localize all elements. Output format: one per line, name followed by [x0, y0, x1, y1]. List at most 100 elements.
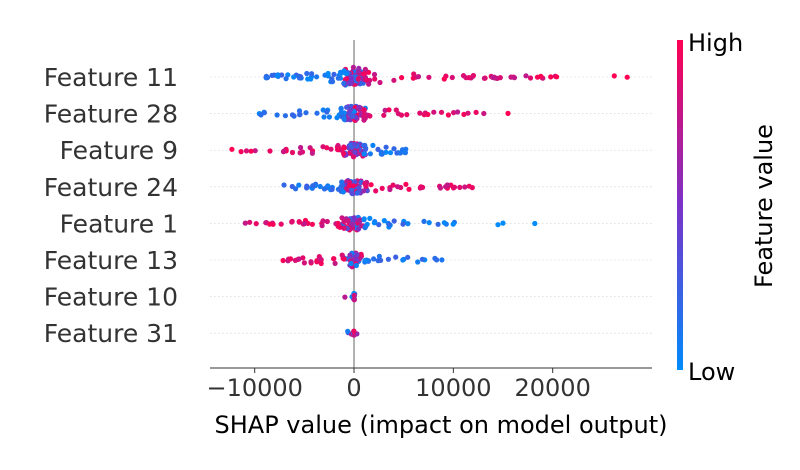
data-point — [344, 104, 350, 110]
x-ticks: −10000 0 10000 20000 — [206, 368, 591, 402]
data-point — [338, 110, 344, 116]
data-point — [351, 332, 357, 338]
data-point — [342, 294, 348, 300]
data-point — [426, 220, 432, 226]
feature-label: Feature 31 — [44, 319, 178, 348]
data-point — [348, 142, 354, 148]
data-point — [382, 107, 388, 113]
data-point — [304, 185, 310, 191]
data-point — [304, 70, 310, 77]
data-point — [309, 150, 315, 156]
data-point — [361, 112, 367, 118]
data-point — [469, 185, 475, 191]
data-point — [350, 64, 356, 70]
data-point — [381, 218, 387, 224]
data-point — [331, 71, 337, 77]
data-point — [481, 110, 487, 117]
data-point — [451, 184, 458, 190]
data-point — [320, 144, 326, 150]
data-point — [395, 184, 401, 190]
data-point — [283, 76, 289, 82]
data-point — [364, 77, 370, 83]
data-point — [325, 183, 331, 189]
data-point — [399, 75, 405, 81]
data-point — [345, 328, 351, 334]
data-point — [296, 219, 302, 225]
data-point — [362, 66, 368, 72]
data-point — [324, 109, 330, 115]
data-point — [296, 256, 302, 262]
data-point — [347, 252, 353, 258]
colorbar-low-label: Low — [688, 358, 735, 386]
data-point — [296, 75, 302, 81]
data-point — [351, 328, 357, 334]
data-point — [470, 72, 476, 79]
data-point — [361, 216, 367, 222]
colorbar-high-label: High — [688, 29, 743, 57]
data-point — [243, 148, 250, 154]
data-point — [299, 149, 306, 155]
data-point — [270, 221, 276, 227]
data-point — [490, 74, 496, 80]
x-tick-label: 20000 — [514, 374, 590, 402]
x-tick-label: 0 — [346, 374, 361, 402]
data-point — [354, 252, 360, 258]
data-point — [297, 112, 303, 118]
data-point — [289, 219, 295, 225]
data-point — [341, 225, 347, 231]
data-point — [350, 154, 357, 160]
data-point — [386, 221, 392, 227]
data-point — [473, 109, 479, 115]
data-point — [391, 77, 397, 83]
data-point — [341, 145, 347, 151]
data-point — [410, 75, 416, 81]
data-point — [362, 146, 369, 152]
data-point — [356, 217, 362, 223]
data-point — [329, 186, 335, 192]
data-point — [320, 218, 326, 224]
data-point — [289, 149, 296, 156]
data-point — [296, 182, 302, 188]
feature-label: Feature 9 — [60, 136, 178, 165]
data-point — [253, 221, 259, 227]
data-point — [291, 74, 297, 80]
data-point — [348, 260, 354, 267]
data-point — [247, 219, 253, 225]
data-point — [548, 74, 554, 80]
data-point — [381, 112, 387, 118]
data-point — [624, 74, 630, 80]
data-point — [383, 144, 389, 150]
data-point — [348, 107, 354, 113]
data-point — [465, 110, 471, 116]
data-point — [337, 69, 344, 75]
data-point — [406, 186, 412, 192]
data-point — [404, 112, 410, 118]
data-point — [318, 260, 324, 267]
data-point — [364, 188, 370, 194]
data-point — [248, 148, 254, 154]
data-point — [349, 112, 355, 118]
data-point — [511, 75, 518, 81]
data-point — [309, 221, 315, 227]
data-point — [462, 184, 468, 190]
data-point — [329, 79, 336, 85]
data-point — [439, 257, 445, 263]
data-point — [434, 257, 440, 263]
data-point — [441, 220, 447, 226]
data-point — [378, 257, 384, 263]
data-point — [293, 186, 299, 192]
data-point — [376, 253, 382, 259]
data-point — [267, 148, 273, 154]
data-point — [532, 220, 538, 227]
data-point — [394, 150, 400, 156]
data-point — [274, 73, 280, 79]
feature-label: Feature 10 — [44, 283, 178, 312]
data-point — [341, 80, 347, 86]
data-point — [455, 109, 461, 115]
data-point — [373, 188, 379, 194]
data-point — [358, 251, 364, 257]
data-point — [426, 74, 432, 80]
data-point — [375, 146, 381, 152]
data-point — [360, 188, 367, 194]
data-point — [354, 190, 360, 196]
